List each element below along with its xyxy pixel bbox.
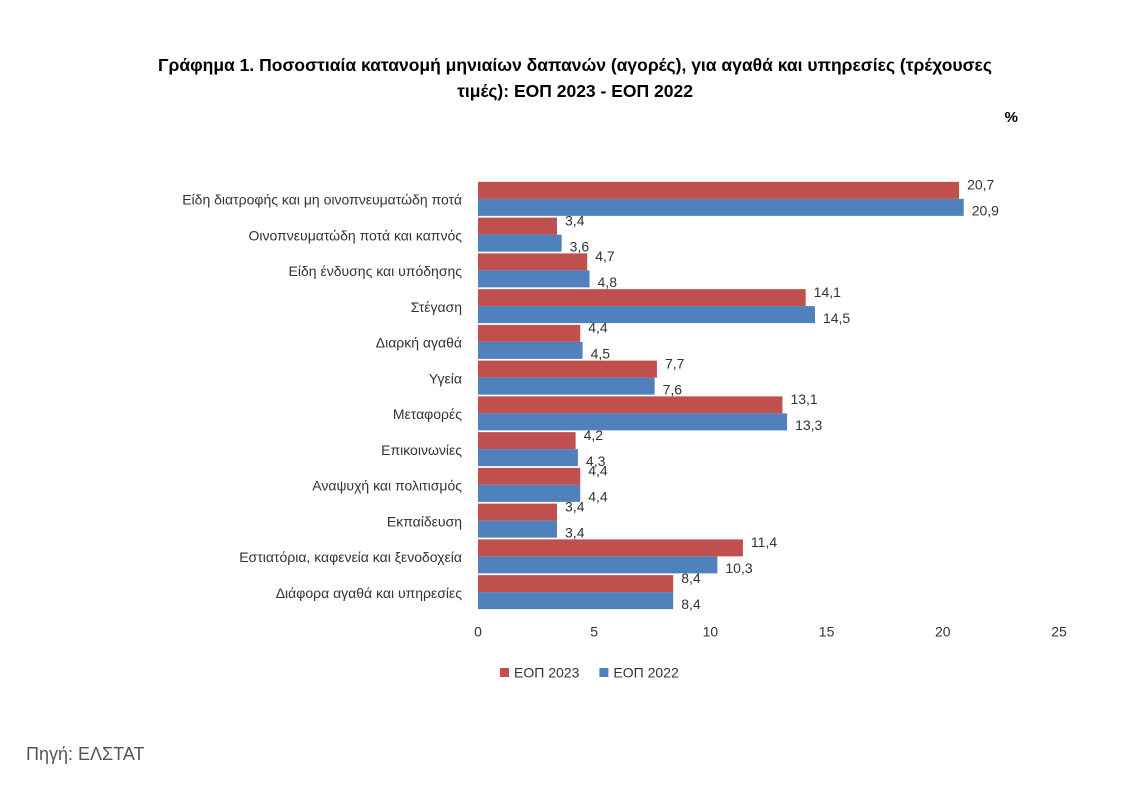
legend-swatch — [599, 668, 609, 677]
bar — [478, 360, 657, 378]
bar — [478, 377, 655, 395]
value-label: 4,4 — [588, 463, 608, 479]
value-label: 7,7 — [665, 355, 685, 371]
bar — [478, 270, 590, 288]
unit-label: % — [1005, 109, 1018, 126]
legend-swatch — [500, 668, 509, 677]
chart: % 0 5 10 15 20 25 Είδη διατροφής και μη οινοπν… — [182, 109, 1067, 681]
bar — [478, 449, 578, 467]
chart-title: Γράφημα 1. Ποσοστιαία κατανομή μηνιαίων … — [158, 55, 992, 101]
bar — [478, 539, 743, 557]
value-label: 14,1 — [814, 284, 841, 300]
bar — [478, 484, 581, 502]
category-label: Είδη διατροφής και μη οινοπνευματώδη ποτ… — [182, 192, 462, 208]
category-label: Διάφορα αγαθά και υπηρεσίες — [276, 585, 463, 601]
bar — [478, 432, 576, 450]
value-label: 3,4 — [565, 498, 585, 514]
category-label: Διαρκή αγαθά — [376, 335, 462, 351]
bar — [478, 306, 815, 324]
x-tick-label: 25 — [1051, 624, 1067, 640]
value-label: 7,6 — [663, 381, 683, 397]
category-label: Μεταφορές — [393, 406, 462, 422]
category-label: Εστιατόρια, καφενεία και ξενοδοχεία — [239, 549, 462, 565]
x-tick-label: 10 — [703, 624, 719, 640]
value-label: 3,6 — [570, 238, 590, 254]
category-label: Στέγαση — [411, 299, 462, 315]
value-label: 8,4 — [681, 570, 701, 586]
value-label: 4,7 — [595, 248, 615, 264]
bar — [478, 289, 806, 307]
source: Πηγή: ΕΛΣΤΑΤ — [26, 744, 145, 764]
bar — [478, 324, 581, 342]
bar — [478, 520, 558, 538]
legend-label: ΕΟΠ 2022 — [613, 665, 679, 681]
value-label: 3,4 — [565, 212, 585, 228]
legend-label: ΕΟΠ 2023 — [514, 665, 580, 681]
value-label: 20,9 — [972, 203, 999, 219]
value-label: 13,3 — [795, 417, 822, 433]
value-label: 4,5 — [591, 346, 611, 362]
value-label: 10,3 — [725, 560, 752, 576]
bar — [478, 341, 583, 359]
x-tick-label: 15 — [819, 624, 835, 640]
value-label: 4,8 — [598, 274, 618, 290]
bar — [478, 592, 674, 610]
category-label: Υγεία — [429, 370, 462, 386]
category-label: Είδη ένδυσης και υπόδησης — [289, 263, 463, 279]
bar — [478, 396, 783, 414]
value-label: 3,4 — [565, 524, 585, 540]
value-label: 8,4 — [681, 596, 701, 612]
value-label: 4,3 — [586, 453, 606, 469]
value-label: 20,7 — [967, 177, 994, 193]
bar — [478, 575, 674, 593]
bar — [478, 556, 718, 574]
x-tick-label: 20 — [935, 624, 951, 640]
value-label: 4,4 — [588, 489, 608, 505]
value-label: 4,2 — [584, 427, 604, 443]
value-label: 13,1 — [790, 391, 817, 407]
bar — [478, 181, 960, 199]
bar — [478, 198, 964, 216]
bar — [478, 253, 588, 271]
bar — [478, 503, 558, 521]
x-tick-label: 0 — [474, 624, 482, 640]
bar — [478, 467, 581, 485]
bar — [478, 217, 558, 235]
value-label: 4,4 — [588, 320, 608, 336]
category-label: Αναψυχή και πολιτισμός — [312, 478, 462, 494]
category-label: Οινοπνευματώδη ποτά και καπνός — [249, 227, 463, 243]
category-label: Εκπαίδευση — [387, 513, 462, 529]
category-label: Επικοινωνίες — [381, 442, 462, 458]
value-label: 11,4 — [751, 534, 777, 550]
bar — [478, 413, 788, 431]
x-tick-label: 5 — [590, 624, 598, 640]
value-label: 14,5 — [823, 310, 850, 326]
bar — [478, 234, 562, 252]
